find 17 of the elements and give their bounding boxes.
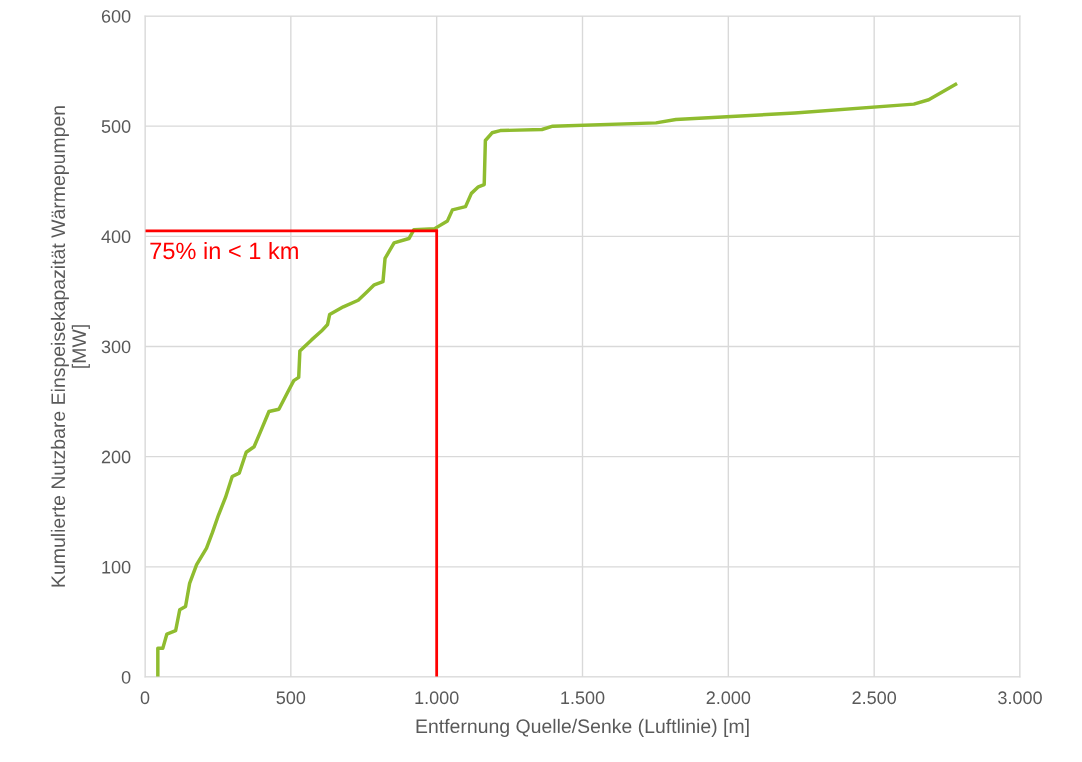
x-tick-label: 2.000 bbox=[706, 691, 751, 705]
x-tick-label: 500 bbox=[276, 691, 306, 705]
x-tick-label: 3.000 bbox=[998, 691, 1042, 705]
x-axis-title: Entfernung Quelle/Senke (Luftlinie) [m] bbox=[416, 718, 749, 737]
annotation: 75% in < 1 km bbox=[150, 241, 298, 260]
y-axis-title: Kumulierte Nutzbare Einspeisekapazität Wärmepumpen [MW] bbox=[50, 106, 90, 587]
y-tick-label: 200 bbox=[101, 450, 131, 464]
x-tick-label: 1.000 bbox=[415, 691, 459, 705]
y-tick-label: 100 bbox=[102, 560, 131, 574]
y-tick-label: 400 bbox=[101, 230, 131, 244]
x-tick-label: 1.500 bbox=[561, 691, 605, 705]
y-tick-label: 300 bbox=[101, 340, 131, 354]
x-tick-label: 2.500 bbox=[852, 691, 897, 705]
y-tick-label: 0 bbox=[121, 670, 131, 684]
x-tick-label: 0 bbox=[140, 691, 150, 705]
y-tick-label: 500 bbox=[101, 120, 131, 133]
y-tick-label: 600 bbox=[101, 9, 131, 23]
